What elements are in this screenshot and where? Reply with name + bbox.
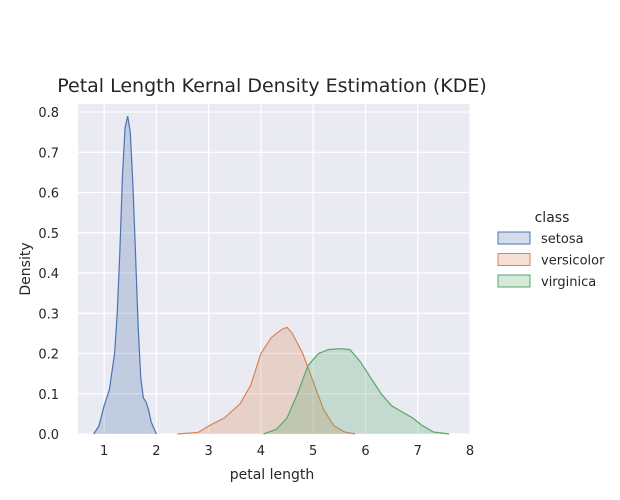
y-tick-label: 0.0 bbox=[38, 428, 59, 443]
legend: class setosa versicolor virginica bbox=[497, 210, 605, 290]
x-axis-label: petal length bbox=[230, 467, 315, 483]
x-tick-label: 8 bbox=[466, 444, 474, 459]
x-tick-label: 2 bbox=[152, 444, 160, 459]
x-tick-label: 4 bbox=[257, 444, 265, 459]
y-tick-label: 0.2 bbox=[38, 348, 59, 363]
kde-line-virginica bbox=[263, 348, 450, 435]
legend-swatch-setosa bbox=[497, 231, 531, 245]
y-tick-label: 0.8 bbox=[38, 106, 59, 121]
x-tick-label: 7 bbox=[414, 444, 422, 459]
x-tick-label: 5 bbox=[309, 444, 317, 459]
x-axis-ticks: 1 2 3 4 5 6 7 8 bbox=[100, 444, 474, 459]
y-tick-label: 0.5 bbox=[38, 227, 59, 242]
y-axis-label: Density bbox=[18, 242, 34, 295]
legend-swatch-versicolor bbox=[497, 253, 531, 266]
density-areas bbox=[93, 115, 450, 435]
y-tick-label: 0.7 bbox=[38, 146, 59, 161]
legend-label-virginica: virginica bbox=[541, 275, 596, 290]
legend-swatch-virginica bbox=[497, 274, 531, 288]
x-tick-label: 1 bbox=[100, 444, 108, 459]
y-tick-label: 0.6 bbox=[38, 187, 59, 202]
y-tick-label: 0.3 bbox=[38, 307, 59, 322]
x-tick-label: 3 bbox=[205, 444, 213, 459]
y-tick-label: 0.1 bbox=[38, 388, 59, 403]
kde-line-versicolor bbox=[177, 326, 356, 435]
kde-line-setosa bbox=[93, 115, 157, 435]
legend-items: setosa versicolor virginica bbox=[497, 231, 605, 290]
gridlines bbox=[78, 104, 471, 435]
legend-label-versicolor: versicolor bbox=[541, 254, 605, 269]
chart-title: Petal Length Kernal Density Estimation (… bbox=[57, 75, 487, 97]
x-tick-label: 6 bbox=[361, 444, 369, 459]
y-axis-ticks: 0.0 0.1 0.2 0.3 0.4 0.5 0.6 0.7 0.8 bbox=[38, 106, 59, 443]
kde-area-versicolor bbox=[177, 327, 356, 434]
y-tick-label: 0.4 bbox=[38, 267, 59, 282]
legend-label-setosa: setosa bbox=[541, 232, 584, 247]
kde-area-setosa bbox=[93, 116, 157, 434]
plot-area bbox=[78, 104, 470, 434]
legend-title: class bbox=[535, 210, 570, 226]
